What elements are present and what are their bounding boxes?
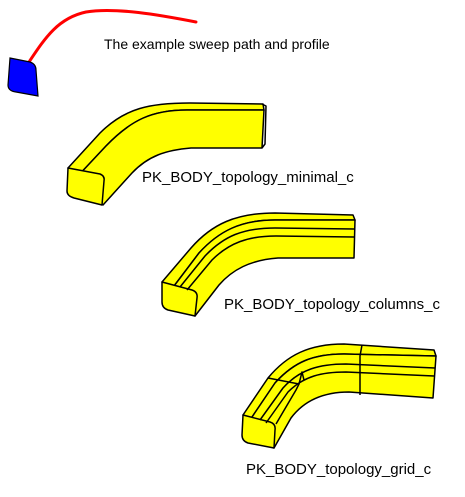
body-minimal-far-end <box>261 103 267 149</box>
body-grid-side-face <box>249 353 437 449</box>
columns-caption: PK_BODY_topology_columns_c <box>224 296 440 313</box>
body-minimal <box>66 102 267 206</box>
body-grid-end-face <box>241 414 276 449</box>
sweep-path-curve <box>27 8 198 64</box>
body-grid-divider-2 <box>359 344 363 395</box>
sweep-illustration <box>7 8 198 97</box>
minimal-caption: PK_BODY_topology_minimal_c <box>142 169 354 186</box>
body-grid-edge-line-2 <box>265 371 435 424</box>
body-columns-edge-line-1 <box>179 227 355 288</box>
body-grid-divider-3 <box>298 371 305 385</box>
sweep-caption: The example sweep path and profile <box>104 36 330 52</box>
body-grid <box>241 343 437 449</box>
body-minimal-end-face <box>66 167 105 206</box>
body-columns-edge-line-2 <box>186 235 355 291</box>
body-columns-end-face <box>161 281 198 317</box>
body-columns-side-face <box>170 219 356 317</box>
grid-caption: PK_BODY_topology_grid_c <box>246 461 432 478</box>
body-grid-edge-line-1 <box>259 363 436 421</box>
body-columns <box>161 212 356 317</box>
sweep-profile-shape <box>7 57 39 97</box>
body-minimal-side-face <box>75 109 265 206</box>
body-grid-divider-1 <box>267 377 300 425</box>
